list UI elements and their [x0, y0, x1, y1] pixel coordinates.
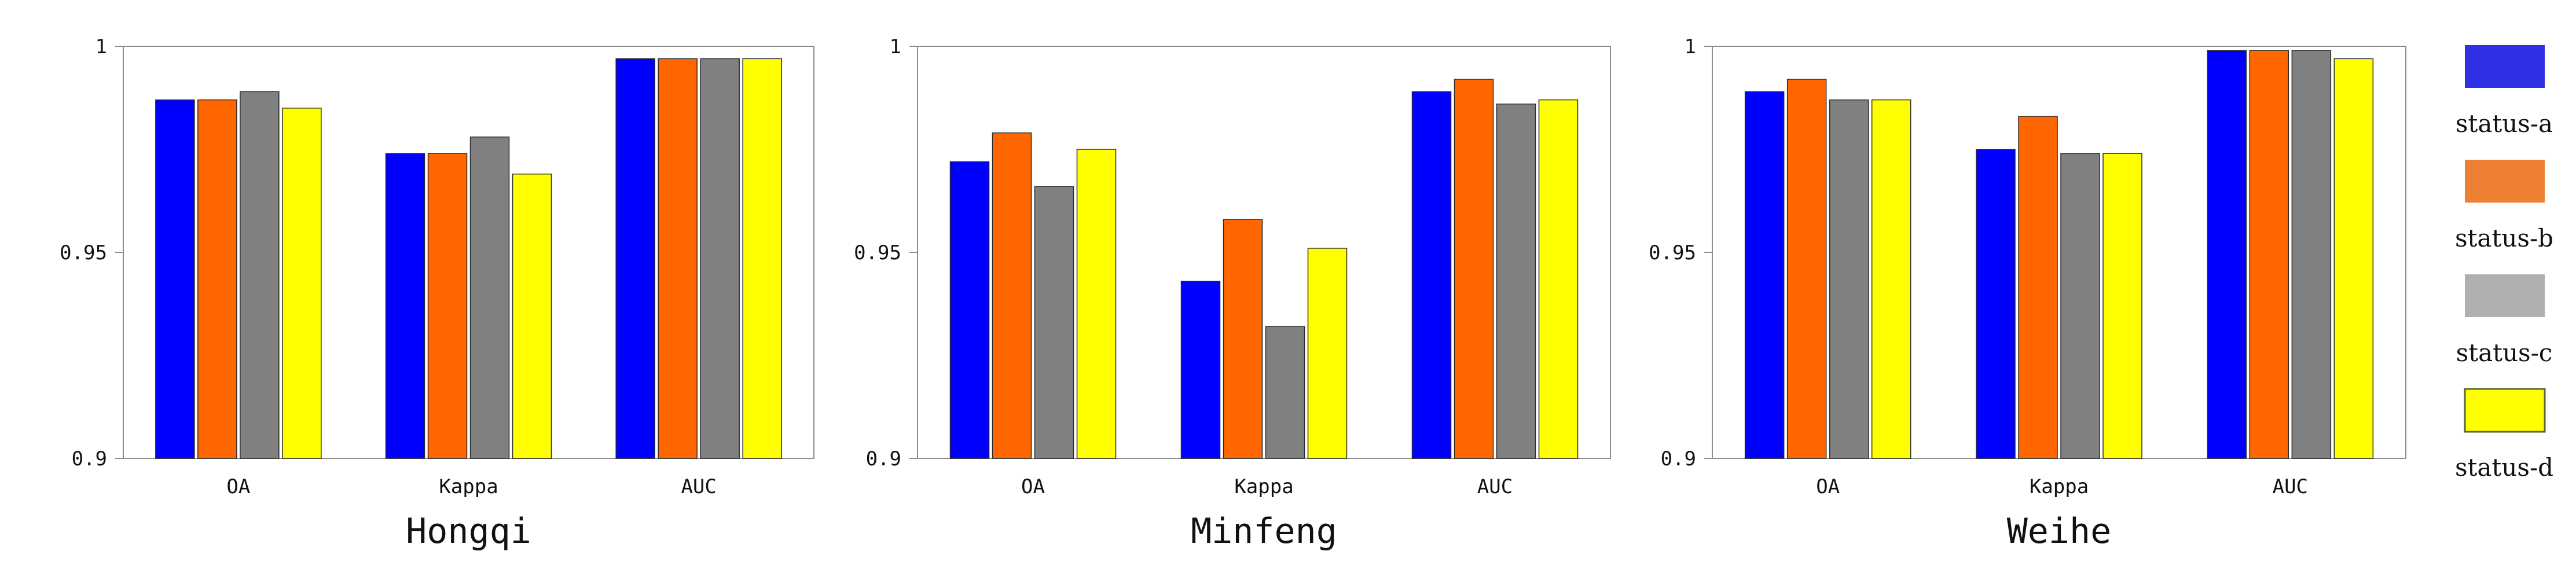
bar-status-a-kappa: [1976, 149, 2016, 459]
x-category-label: AUC: [1477, 475, 1513, 498]
y-tick-label: 0.95: [1649, 241, 1696, 265]
legend-label: status-b: [2455, 224, 2553, 252]
y-tick-label: 1: [890, 35, 901, 58]
bar-status-b-auc: [1454, 79, 1494, 459]
bar-status-c-kappa: [469, 136, 510, 459]
bar-status-c-oa: [1034, 186, 1074, 459]
bar-status-d-kappa: [512, 173, 552, 459]
bar-status-b-auc: [2249, 50, 2289, 459]
x-category-label: OA: [1816, 475, 1840, 498]
x-category-label: Kappa: [1234, 475, 1293, 498]
chart-title: Weihe: [2007, 511, 2112, 552]
y-tick-label: 0.9: [1661, 447, 1696, 471]
bar-status-c-kappa: [2060, 153, 2100, 459]
legend-label: status-d: [2455, 453, 2553, 482]
y-tick-label: 1: [96, 35, 107, 58]
x-category-label: Kappa: [2030, 475, 2089, 498]
bar-status-d-auc: [2333, 58, 2374, 459]
legend-label: status-c: [2456, 339, 2553, 367]
chart-title: Hongqi: [406, 511, 531, 552]
bar-status-b-kappa: [2018, 116, 2058, 459]
bar-status-c-auc: [1496, 103, 1536, 459]
y-tick-label: 0.95: [854, 241, 901, 265]
bar-status-a-auc: [615, 58, 655, 459]
bar-status-d-kappa: [2102, 153, 2142, 459]
x-category-label: Kappa: [439, 475, 498, 498]
bar-status-c-oa: [1829, 99, 1869, 459]
x-category-label: AUC: [681, 475, 716, 498]
chart-panel-minfeng: 0.9 0.95 1 OA Kappa AUC Minfeng: [854, 35, 1611, 552]
bar-status-c-auc: [700, 58, 740, 459]
x-category-label: OA: [1021, 475, 1045, 498]
legend-swatch: [2465, 45, 2545, 88]
bar-status-d-kappa: [1307, 248, 1348, 459]
legend-swatch: [2465, 274, 2545, 317]
bar-status-a-kappa: [385, 153, 425, 459]
bar-status-c-kappa: [1265, 326, 1305, 459]
x-category-label: OA: [226, 475, 250, 498]
chart-title: Minfeng: [1191, 511, 1337, 552]
legend-swatch: [2464, 388, 2546, 433]
bar-status-b-oa: [1786, 79, 1827, 459]
bar-status-c-auc: [2291, 50, 2332, 459]
y-tick-label: 1: [1685, 35, 1696, 58]
bar-status-d-oa: [1076, 149, 1117, 459]
y-tick-label: 0.9: [72, 447, 107, 471]
bar-status-d-oa: [1871, 99, 1911, 459]
bar-status-b-oa: [197, 99, 237, 459]
bar-status-b-kappa: [427, 153, 468, 459]
chart-panel-weihe: 0.9 0.95 1 OA Kappa AUC Weihe: [1649, 35, 2406, 552]
legend-item-status-c: status-c: [2456, 274, 2553, 367]
chart-panel-hongqi: 0.9 0.95 1 OA Kappa AUC Hongqi: [60, 35, 814, 552]
bar-status-a-kappa: [1180, 281, 1221, 459]
x-category-label: AUC: [2273, 475, 2308, 498]
bar-status-b-kappa: [1223, 219, 1263, 459]
bar-status-d-oa: [282, 108, 322, 459]
bar-status-a-auc: [1411, 91, 1452, 459]
bar-status-c-oa: [240, 91, 280, 459]
bar-status-a-oa: [1744, 91, 1785, 459]
bar-status-d-auc: [1538, 99, 1579, 459]
legend: status-a status-b status-c status-d: [2455, 45, 2553, 482]
legend-item-status-a: status-a: [2456, 45, 2553, 138]
legend-swatch: [2465, 160, 2545, 203]
bar-status-a-auc: [2207, 50, 2247, 459]
bar-status-a-oa: [155, 99, 195, 459]
bar-status-b-oa: [992, 132, 1032, 459]
legend-item-status-b: status-b: [2455, 160, 2553, 252]
bar-status-a-oa: [949, 161, 990, 459]
y-tick-label: 0.95: [60, 241, 107, 265]
legend-item-status-d: status-d: [2455, 388, 2553, 482]
y-tick-label: 0.9: [866, 447, 901, 471]
bar-status-b-auc: [658, 58, 698, 459]
bar-status-d-auc: [742, 58, 782, 459]
legend-label: status-a: [2456, 109, 2553, 138]
